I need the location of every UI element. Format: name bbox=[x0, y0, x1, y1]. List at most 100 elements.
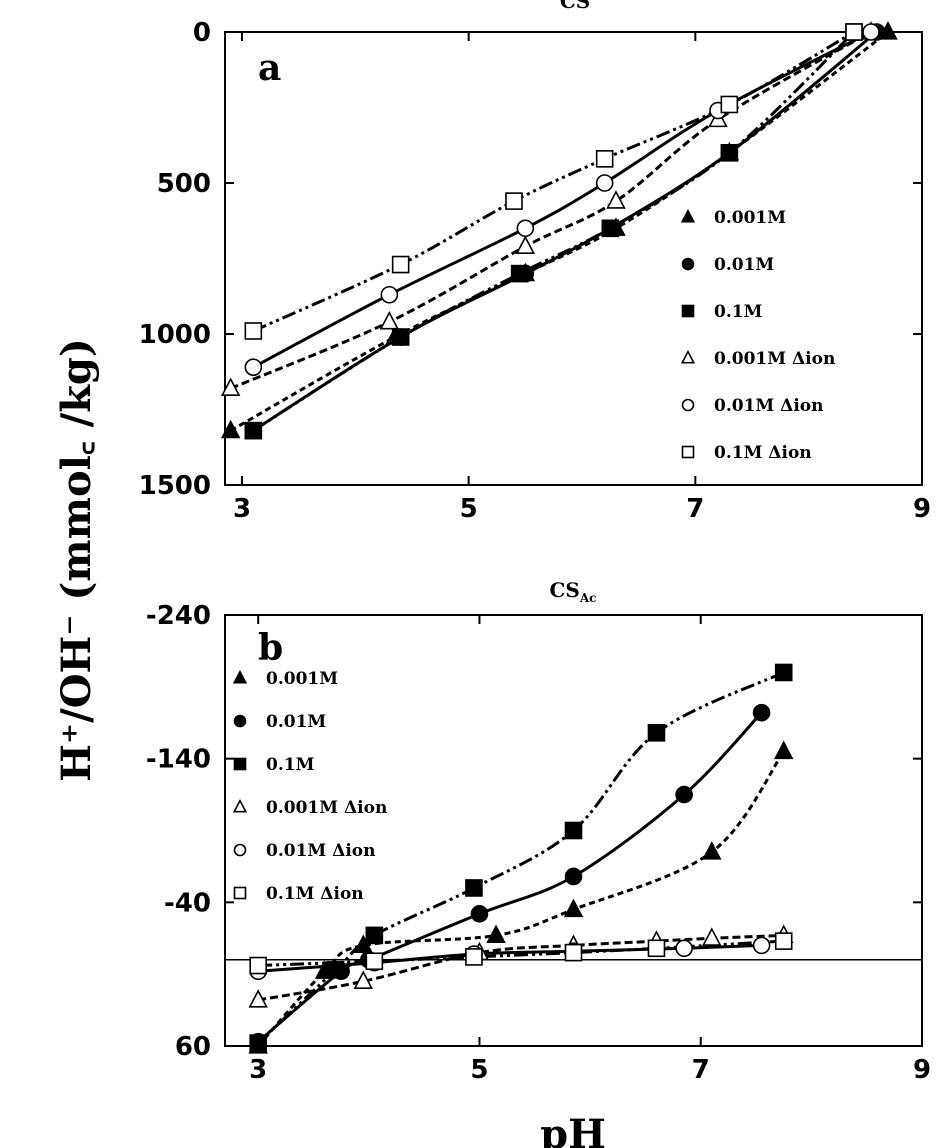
data-point bbox=[564, 821, 583, 840]
data-point bbox=[845, 23, 863, 41]
legend-marker bbox=[233, 886, 247, 900]
data-point bbox=[510, 264, 529, 283]
legend-label: 0.001M Δion bbox=[266, 798, 387, 818]
panel-b-title-main: CS bbox=[550, 578, 580, 602]
legend-marker bbox=[680, 349, 696, 364]
data-point bbox=[516, 219, 535, 238]
data-point bbox=[248, 989, 268, 1008]
x-tick-label: 7 bbox=[692, 1055, 710, 1085]
data-point bbox=[647, 724, 666, 742]
panel-b-legend: 0.001M 0.01M 0.1M 0.001M Δion 0.01M Δion 0.1M… bbox=[232, 669, 387, 904]
panel-a-markers bbox=[220, 21, 898, 440]
data-point bbox=[249, 1034, 267, 1052]
panel-a-letter: a bbox=[258, 47, 281, 89]
series-line bbox=[252, 32, 878, 432]
data-point bbox=[380, 285, 399, 304]
legend-label: 0.001M Δion bbox=[714, 349, 835, 369]
x-tick-label: 3 bbox=[233, 494, 251, 524]
x-tick-label: 5 bbox=[460, 494, 478, 524]
data-point bbox=[353, 934, 374, 954]
legend-label: 0.01M Δion bbox=[714, 396, 824, 416]
panel-a-fit-lines bbox=[229, 32, 889, 432]
y-tick-label: 1500 bbox=[139, 471, 211, 501]
legend-marker bbox=[233, 757, 247, 771]
x-axis-title: pH bbox=[540, 1111, 606, 1148]
data-point bbox=[675, 939, 693, 958]
legend-label: 0.001M bbox=[714, 208, 786, 228]
legend-label: 0.1M bbox=[266, 755, 315, 775]
data-point bbox=[505, 192, 523, 210]
data-point bbox=[470, 905, 489, 923]
series-line bbox=[229, 32, 889, 432]
legend-marker bbox=[680, 208, 696, 223]
legend-label: 0.1M Δion bbox=[266, 884, 364, 904]
data-point bbox=[774, 932, 793, 950]
x-tick-label: 9 bbox=[913, 1055, 931, 1085]
data-point bbox=[391, 255, 410, 274]
data-point bbox=[720, 95, 739, 114]
data-point bbox=[702, 927, 722, 946]
legend-marker bbox=[232, 798, 248, 813]
legend-label: 0.001M bbox=[266, 669, 338, 689]
legend-marker bbox=[681, 304, 695, 318]
data-point bbox=[486, 924, 506, 943]
data-point bbox=[595, 150, 614, 168]
y-tick-label: 500 bbox=[157, 169, 211, 199]
panel-b-letter: b bbox=[258, 627, 283, 669]
data-point bbox=[465, 879, 483, 897]
y-tick-label: 0 bbox=[193, 18, 211, 48]
data-point bbox=[647, 939, 666, 958]
y-tick-label: -140 bbox=[146, 745, 211, 775]
data-point bbox=[326, 961, 345, 979]
panel-a-frame bbox=[224, 31, 923, 486]
data-point bbox=[515, 235, 536, 255]
data-point bbox=[244, 421, 263, 440]
x-tick-label: 5 bbox=[470, 1055, 488, 1085]
data-point bbox=[606, 190, 626, 209]
data-point bbox=[595, 174, 614, 192]
series-line bbox=[230, 32, 872, 390]
legend-marker bbox=[681, 445, 695, 459]
legend-label: 0.01M bbox=[266, 712, 326, 732]
y-tick-label: -240 bbox=[146, 601, 211, 631]
data-point bbox=[220, 419, 241, 439]
y-tick-label: 1000 bbox=[139, 320, 211, 350]
data-point bbox=[379, 310, 400, 330]
panel-b: CSAc 3 5 7 9 -240 -140 -40 60 b 0.001M 0.01M 0.1M… bbox=[146, 578, 931, 1085]
y-tick-label: -40 bbox=[164, 888, 211, 918]
data-point bbox=[244, 358, 263, 377]
panel-a-legend: 0.001M 0.01M 0.1M 0.001M Δion 0.01M Δion 0.1M… bbox=[680, 208, 835, 463]
data-point bbox=[564, 867, 583, 886]
panel-b-ticks: 3 5 7 9 -240 -140 -40 60 bbox=[146, 601, 931, 1085]
legend-marker bbox=[681, 257, 695, 271]
panel-b-markers bbox=[248, 663, 794, 1054]
data-point bbox=[564, 943, 583, 962]
x-tick-label: 3 bbox=[249, 1055, 267, 1085]
data-point bbox=[244, 322, 263, 340]
data-point bbox=[675, 785, 693, 804]
panel-a-title: CS bbox=[560, 0, 590, 13]
data-point bbox=[774, 663, 793, 682]
series-line bbox=[252, 32, 855, 333]
data-point bbox=[365, 952, 384, 971]
panel-b-title-subscript: Ac bbox=[579, 591, 597, 605]
legend-marker bbox=[232, 669, 248, 684]
x-tick-label: 7 bbox=[686, 494, 704, 524]
data-point bbox=[752, 703, 771, 722]
y-tick-label: 60 bbox=[175, 1032, 211, 1062]
data-point bbox=[563, 898, 584, 918]
data-point bbox=[702, 841, 722, 860]
data-point bbox=[601, 219, 620, 238]
legend-label: 0.01M bbox=[714, 255, 774, 275]
data-point bbox=[720, 144, 739, 162]
legend-label: 0.1M bbox=[714, 302, 763, 322]
data-point bbox=[220, 377, 241, 396]
data-point bbox=[773, 740, 794, 760]
panel-a-ticks: 3 5 7 9 0 500 1000 1500 bbox=[139, 18, 931, 524]
data-point bbox=[353, 970, 374, 989]
data-point bbox=[465, 948, 483, 966]
series-line bbox=[252, 32, 856, 432]
panel-b-frame bbox=[224, 614, 923, 1047]
